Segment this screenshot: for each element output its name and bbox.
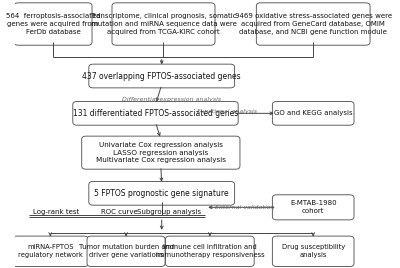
FancyBboxPatch shape xyxy=(12,236,88,266)
Text: Functional analysis: Functional analysis xyxy=(197,109,257,114)
FancyBboxPatch shape xyxy=(73,102,238,125)
FancyBboxPatch shape xyxy=(89,64,235,88)
FancyBboxPatch shape xyxy=(166,236,254,266)
FancyBboxPatch shape xyxy=(14,3,92,45)
Text: GO and KEGG analysis: GO and KEGG analysis xyxy=(274,110,352,116)
Text: Subgroup analysis: Subgroup analysis xyxy=(136,209,201,215)
Text: 9469 oxidative stress-associated genes were
acquired from GeneCard database, OMI: 9469 oxidative stress-associated genes w… xyxy=(235,13,392,35)
FancyBboxPatch shape xyxy=(82,136,240,169)
Text: miRNA-FPTOS
regulatory network: miRNA-FPTOS regulatory network xyxy=(18,244,83,258)
Text: Drug susceptibility
analysis: Drug susceptibility analysis xyxy=(282,244,345,258)
Text: Transcriptome, clinical prognosis, somatic
mutation and miRNA sequence data were: Transcriptome, clinical prognosis, somat… xyxy=(90,13,237,35)
Text: External validation: External validation xyxy=(215,204,275,210)
Text: Univariate Cox regression analysis
LASSO regression analysis
Multivariate Cox re: Univariate Cox regression analysis LASSO… xyxy=(96,142,226,163)
Text: Differential expression analysis: Differential expression analysis xyxy=(122,96,221,102)
Text: 564  ferroptosis-associated
genes were acquired from
FerDb database: 564 ferroptosis-associated genes were ac… xyxy=(6,13,100,35)
FancyBboxPatch shape xyxy=(89,181,235,205)
Text: 437 overlapping FPTOS-associated genes: 437 overlapping FPTOS-associated genes xyxy=(82,72,241,80)
Text: ROC curve: ROC curve xyxy=(102,209,138,215)
Text: 5 FPTOS prognostic gene signature: 5 FPTOS prognostic gene signature xyxy=(94,189,229,198)
Text: 131 differentiated FPTOS-associated genes: 131 differentiated FPTOS-associated gene… xyxy=(73,109,238,118)
Text: E-MTAB-1980
cohort: E-MTAB-1980 cohort xyxy=(290,200,336,214)
FancyBboxPatch shape xyxy=(272,236,354,266)
Text: Immune cell infiltration and
immunotherapy responsiveness: Immune cell infiltration and immunothera… xyxy=(156,244,264,258)
FancyBboxPatch shape xyxy=(87,236,165,266)
FancyBboxPatch shape xyxy=(256,3,370,45)
FancyBboxPatch shape xyxy=(112,3,215,45)
Text: Log-rank test: Log-rank test xyxy=(32,209,79,215)
Text: Tumor mutation burden and
driver gene variations: Tumor mutation burden and driver gene va… xyxy=(78,244,174,258)
FancyBboxPatch shape xyxy=(272,102,354,125)
FancyBboxPatch shape xyxy=(272,195,354,220)
